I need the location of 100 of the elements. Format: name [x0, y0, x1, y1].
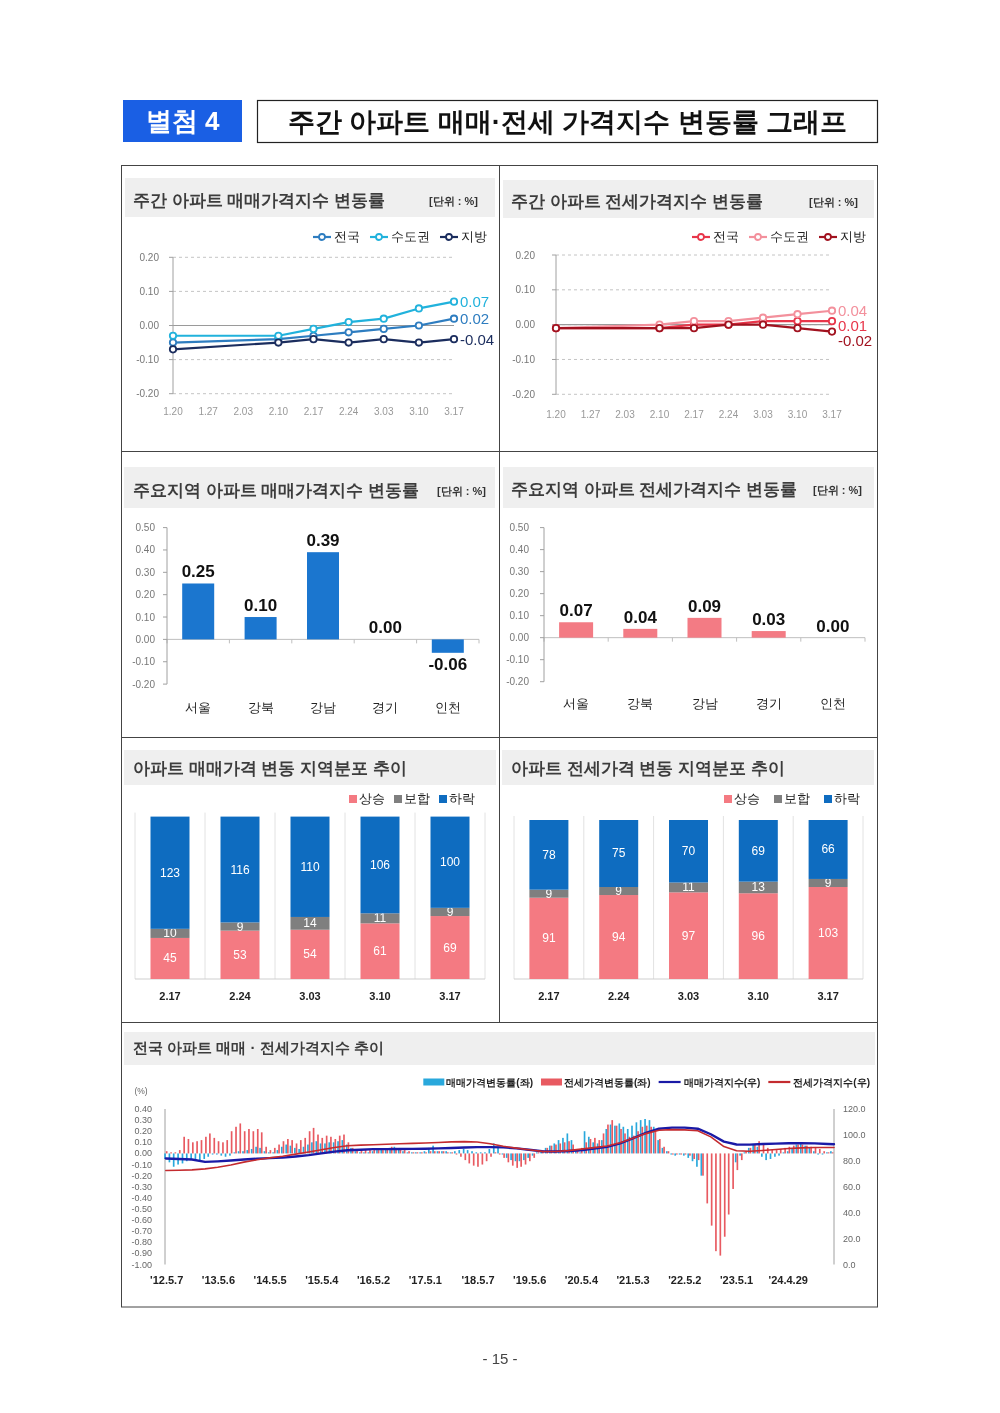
y-tick-label: 0.40 [134, 1104, 152, 1114]
x-tick-label: 강남 [310, 700, 336, 715]
x-tick-label: 2.10 [268, 406, 289, 417]
y-tick-label: 0.10 [515, 284, 536, 296]
legend-label: 전국 [334, 229, 360, 244]
chart-subtitle: [단위 : %] [813, 484, 863, 496]
y-tick-label: -0.10 [132, 656, 156, 668]
y-tick-label: 0.00 [134, 1148, 152, 1159]
x-tick-label: 3.17 [822, 409, 843, 420]
x-tick-label: 3.17 [444, 406, 465, 417]
y-tick-label: -0.10 [506, 654, 530, 666]
x-tick-label: 2.17 [538, 990, 560, 1002]
text: 주간 아파트 매매·전세 가격지수 변동률 그래프 [287, 106, 848, 137]
x-tick-label: 3.10 [787, 409, 808, 420]
x-tick-label: 3.17 [439, 990, 461, 1002]
x-tick-label: '12.5.7 [150, 1274, 184, 1286]
data-label: 70 [681, 844, 696, 859]
chart-title: 주요지역 아파트 전세가격지수 변동률 [511, 480, 798, 499]
data-label: 0.39 [306, 531, 340, 551]
y-tick-label: 0.10 [135, 611, 156, 623]
x-tick-label: 2.03 [615, 409, 636, 420]
y2-tick-label: 0.0 [843, 1259, 856, 1270]
data-label: 94 [612, 930, 626, 945]
y-tick-label: -0.20 [512, 388, 536, 400]
y-tick-label: -0.50 [131, 1203, 152, 1214]
legend-label: 하락 [449, 791, 475, 806]
data-label: 123 [159, 865, 181, 880]
y-tick-label: 0.30 [135, 566, 156, 578]
x-tick-label: '20.5.4 [564, 1274, 599, 1286]
x-tick-label: 3.03 [753, 409, 774, 420]
y2-tick-label: 120.0 [843, 1104, 866, 1114]
x-tick-label: 인천 [434, 700, 461, 715]
data-label: -0.02 [838, 332, 873, 350]
x-tick-label: 3.10 [747, 990, 770, 1002]
data-label: 0.09 [687, 596, 722, 616]
chart-subtitle: [단위 : %] [437, 485, 487, 497]
data-label: 13 [751, 880, 766, 895]
y-tick-label: 0.00 [135, 633, 156, 645]
x-tick-label: '16.5.2 [356, 1274, 391, 1286]
legend-label: 매매가격변동률(좌) [446, 1077, 533, 1088]
x-tick-label: 3.03 [677, 990, 700, 1002]
x-tick-label: 강북 [247, 700, 274, 715]
y-tick-label: 0.50 [509, 522, 530, 534]
legend-label: 수도권 [391, 229, 430, 244]
y-tick-label: -0.20 [506, 676, 530, 688]
data-label: 0.04 [838, 302, 868, 320]
x-tick-label: 2.17 [684, 409, 705, 420]
y2-tick-label: 20.0 [843, 1233, 861, 1244]
x-tick-label: '14.5.5 [253, 1274, 287, 1286]
x-tick-label: 2.24 [718, 409, 739, 420]
y-tick-label: 0.30 [509, 566, 530, 578]
x-tick-label: 1.27 [198, 406, 219, 417]
y2-tick-label: 60.0 [843, 1181, 861, 1192]
y2-tick-label: 100.0 [843, 1129, 866, 1140]
data-label: 0.07 [559, 601, 593, 621]
legend-label: 지방 [840, 229, 866, 244]
x-tick-label: '19.5.6 [513, 1274, 547, 1286]
chart-subtitle: [단위 : %] [429, 195, 479, 207]
y-tick-label: -1.00 [131, 1259, 152, 1270]
text: 별첨 4 [145, 106, 220, 136]
x-tick-label: 2.10 [649, 409, 670, 420]
text: - 15 - [482, 1349, 518, 1367]
y-tick-label: -0.20 [132, 678, 156, 690]
legend-label: 매매가격지수(우) [683, 1077, 761, 1088]
data-label: 11 [373, 911, 387, 926]
x-tick-label: 2.17 [303, 406, 324, 417]
y-tick-label: -0.40 [131, 1192, 152, 1203]
legend-label: 전국 [713, 229, 739, 244]
data-label: 0.25 [181, 562, 215, 582]
chart-title: 주간 아파트 매매가격지수 변동률 [133, 191, 386, 210]
x-tick-label: 2.24 [338, 406, 359, 417]
y-tick-label: -0.10 [512, 353, 536, 365]
data-label: 69 [443, 940, 457, 955]
data-label: -0.04 [460, 330, 495, 348]
y-tick-label: -0.80 [131, 1237, 152, 1248]
x-tick-label: 서울 [185, 700, 212, 715]
data-label: 0.03 [752, 610, 786, 630]
y-tick-label: 0.40 [135, 544, 156, 556]
y-tick-label: 0.10 [139, 285, 160, 297]
data-label: 0.10 [244, 596, 278, 616]
legend-label: 전세가격변동률(좌) [563, 1077, 651, 1088]
data-label: 14 [303, 916, 317, 931]
x-tick-label: 2.24 [229, 990, 252, 1002]
data-label: 0.02 [460, 310, 490, 328]
data-label: 0.00 [368, 618, 402, 638]
x-tick-label: 강북 [627, 696, 654, 711]
legend-label: 하락 [834, 791, 860, 806]
x-tick-label: '13.5.6 [201, 1274, 236, 1286]
data-label: 91 [542, 931, 556, 946]
data-label: 103 [818, 926, 839, 940]
data-label: 9 [545, 886, 553, 901]
legend-label: 보합 [404, 791, 430, 806]
legend-label: 지방 [461, 229, 487, 244]
chart-title: 주요지역 아파트 매매가격지수 변동률 [133, 481, 420, 500]
data-label: 100 [439, 855, 461, 870]
y-tick-label: 0.00 [139, 320, 160, 331]
y-tick-label: -0.70 [131, 1226, 152, 1237]
data-label: 45 [163, 951, 177, 966]
y-tick-label: 0.50 [135, 522, 156, 534]
x-tick-label: 3.10 [369, 990, 391, 1002]
